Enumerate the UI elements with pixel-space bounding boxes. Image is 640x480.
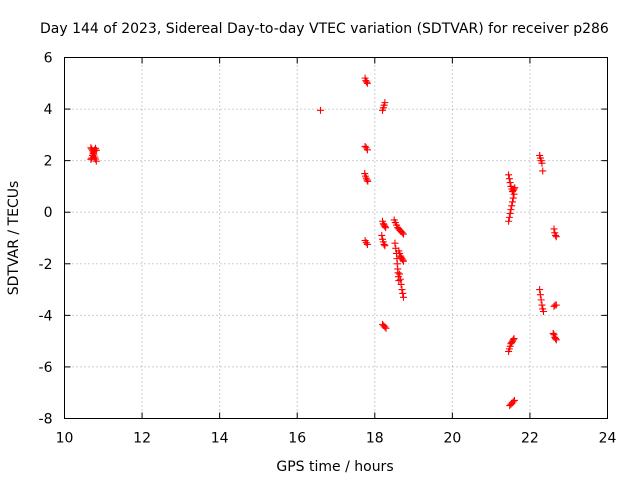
y-tick-label: 4: [44, 102, 53, 118]
data-point: [382, 324, 390, 332]
data-point: [511, 184, 519, 192]
data-point: [399, 256, 407, 264]
data-point: [399, 230, 407, 238]
data-point: [505, 213, 513, 221]
data-point: [549, 329, 557, 337]
data-point: [537, 296, 545, 304]
y-axis-label: SDTVAR / TECUs: [6, 181, 22, 296]
data-point: [509, 194, 517, 202]
data-point: [363, 79, 371, 87]
data-point: [552, 301, 560, 309]
chart-title: Day 144 of 2023, Sidereal Day-to-day VTE…: [40, 21, 609, 37]
data-point: [507, 206, 515, 214]
data-point: [364, 177, 372, 185]
data-point: [378, 231, 386, 239]
data-point: [92, 157, 100, 165]
data-point: [363, 78, 371, 86]
data-point: [395, 277, 403, 285]
data-point: [399, 257, 407, 265]
y-tick-label: -2: [39, 257, 53, 273]
data-point: [92, 146, 100, 154]
data-point: [396, 270, 404, 278]
data-point: [536, 291, 544, 299]
x-tick-label: 18: [366, 431, 384, 447]
data-point: [363, 176, 371, 184]
data-point: [552, 335, 560, 343]
data-point: [381, 323, 389, 331]
data-point: [509, 398, 517, 406]
y-tick-label: -6: [39, 360, 53, 376]
data-point: [505, 171, 513, 179]
data-point: [398, 286, 406, 294]
data-point: [363, 146, 371, 154]
data-point: [396, 275, 404, 283]
data-point: [536, 286, 544, 294]
x-tick-label: 16: [288, 431, 306, 447]
data-point: [398, 229, 406, 237]
data-point: [538, 159, 546, 167]
y-tick-label: 6: [44, 51, 53, 67]
data-point: [506, 210, 514, 218]
data-point: [399, 289, 407, 297]
data-point: [508, 198, 516, 206]
y-tick-label: -8: [39, 412, 53, 428]
data-point: [552, 233, 560, 241]
data-point: [552, 231, 560, 239]
data-point: [510, 190, 518, 198]
data-point: [399, 293, 407, 301]
data-point: [381, 242, 389, 250]
y-tick-label: -4: [39, 308, 53, 324]
plot-frame: [64, 57, 608, 419]
x-tick-label: 14: [211, 431, 229, 447]
data-point: [382, 224, 390, 232]
y-tick-label: 2: [44, 154, 53, 170]
data-point: [540, 307, 548, 315]
data-point: [539, 167, 547, 175]
data-point: [505, 175, 513, 183]
data-point: [552, 336, 560, 344]
grid-lines: [64, 57, 608, 419]
x-tick-label: 22: [521, 431, 539, 447]
x-tick-labels: 10 12 14 16 18 20 22 24: [56, 431, 617, 447]
data-point: [508, 202, 516, 210]
data-point: [506, 179, 514, 187]
x-axis-label: GPS time / hours: [276, 459, 393, 475]
data-point: [510, 396, 518, 404]
y-tick-labels: -8 -6 -4 -2 0 2 4 6: [39, 51, 53, 428]
x-tick-label: 24: [599, 431, 617, 447]
y-tick-label: 0: [44, 205, 53, 221]
data-point: [538, 301, 546, 309]
data-point: [363, 240, 371, 248]
x-tick-label: 10: [56, 431, 74, 447]
x-tick-label: 12: [133, 431, 151, 447]
data-point: [381, 222, 389, 230]
data-point: [316, 106, 324, 114]
axis-ticks: [64, 57, 608, 419]
data-point: [380, 240, 388, 248]
data-point: [397, 280, 405, 288]
data-point: [381, 99, 389, 107]
x-tick-label: 20: [443, 431, 461, 447]
data-point: [87, 155, 95, 163]
data-point: [391, 239, 399, 247]
data-point: [550, 225, 558, 233]
data-point: [505, 217, 513, 225]
data-point: [510, 335, 518, 343]
data-points: [87, 74, 560, 410]
data-point: [509, 336, 517, 344]
